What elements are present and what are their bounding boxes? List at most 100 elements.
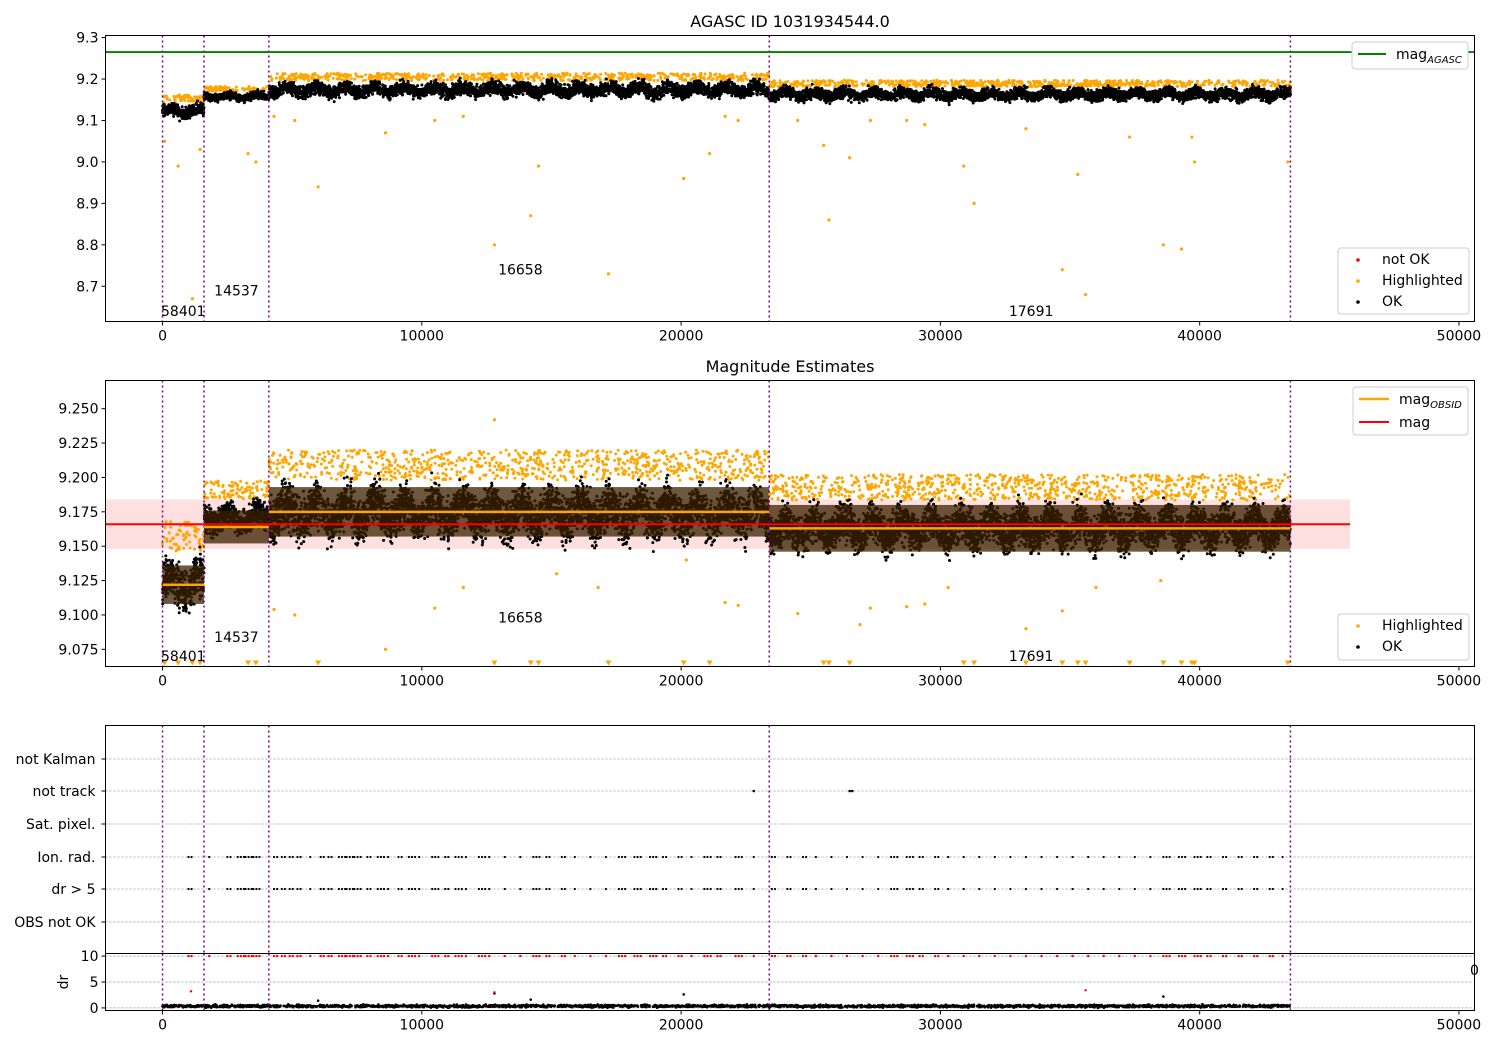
ok-point xyxy=(416,96,420,100)
ok-point xyxy=(244,96,248,100)
ok-point xyxy=(256,88,260,92)
ok-point xyxy=(219,97,222,101)
ok-point xyxy=(636,77,640,80)
highlighted-point xyxy=(567,78,570,82)
ok-point xyxy=(388,97,392,101)
ok-point xyxy=(567,94,571,98)
ok-point xyxy=(465,91,469,95)
ok-point xyxy=(347,90,351,94)
ok-point xyxy=(273,95,277,99)
highlighted-point xyxy=(604,72,608,75)
highlighted-point xyxy=(288,75,292,79)
ok-point xyxy=(320,81,324,85)
highlighted-point xyxy=(574,73,578,77)
highlighted-point xyxy=(524,73,528,77)
ok-point xyxy=(235,95,239,99)
highlighted-point xyxy=(470,77,474,81)
highlighted-point xyxy=(313,72,317,76)
highlighted-point xyxy=(710,78,714,82)
highlighted-point xyxy=(369,74,373,78)
highlighted-point xyxy=(660,72,664,75)
ok-point xyxy=(714,85,718,89)
highlighted-point xyxy=(450,77,454,81)
highlighted-point xyxy=(629,72,632,76)
highlighted-point xyxy=(432,74,436,78)
highlighted-point xyxy=(193,95,197,99)
highlighted-point xyxy=(332,72,336,76)
ok-point xyxy=(496,84,500,88)
highlighted-point xyxy=(367,77,371,81)
ok-point xyxy=(411,97,415,101)
highlighted-point xyxy=(187,93,191,97)
highlighted-point xyxy=(172,94,176,98)
ok-point xyxy=(604,94,608,98)
ok-point xyxy=(210,94,214,98)
ok-point xyxy=(308,94,312,98)
highlighted-point xyxy=(579,77,583,81)
highlighted-point xyxy=(282,77,286,81)
ok-point xyxy=(185,108,189,112)
highlighted-point xyxy=(472,78,476,82)
highlighted-point xyxy=(726,74,730,78)
ok-point xyxy=(172,114,176,118)
highlighted-point xyxy=(598,78,602,82)
ok-point xyxy=(285,91,289,94)
highlighted-point xyxy=(207,89,211,93)
ok-point xyxy=(623,92,627,96)
highlighted-point xyxy=(180,95,183,99)
ok-point xyxy=(190,108,194,112)
highlighted-point xyxy=(529,75,533,79)
highlighted-point xyxy=(627,76,631,80)
ok-point xyxy=(512,78,516,82)
ok-point xyxy=(180,105,184,109)
highlighted-point xyxy=(342,74,346,77)
ok-point xyxy=(566,83,570,87)
highlighted-point xyxy=(324,75,328,79)
highlighted-point xyxy=(186,99,190,103)
ok-point xyxy=(718,85,722,89)
ok-point xyxy=(262,89,266,93)
ok-point xyxy=(745,93,749,96)
highlighted-point xyxy=(703,72,707,76)
ok-point xyxy=(660,80,664,84)
highlighted-point xyxy=(637,73,641,77)
highlighted-point xyxy=(400,73,404,77)
highlighted-point xyxy=(186,96,190,100)
ok-point xyxy=(521,93,525,96)
highlighted-point xyxy=(649,78,653,81)
ok-point xyxy=(506,96,510,100)
highlighted-point xyxy=(526,76,530,80)
highlighted-point xyxy=(669,72,673,76)
ok-point xyxy=(688,86,692,90)
ok-point xyxy=(327,98,331,102)
highlighted-point xyxy=(559,76,562,80)
ok-point xyxy=(544,91,548,95)
highlighted-point xyxy=(359,75,363,79)
ok-point xyxy=(663,81,667,85)
highlighted-point xyxy=(441,79,445,82)
ok-point xyxy=(192,113,196,116)
highlighted-point xyxy=(685,74,689,78)
ok-point xyxy=(393,83,397,87)
highlighted-point xyxy=(424,77,428,81)
highlighted-point xyxy=(519,75,522,79)
ok-point xyxy=(319,92,323,95)
highlighted-point xyxy=(708,71,712,75)
highlighted-point xyxy=(195,95,199,99)
ok-point xyxy=(692,90,695,94)
highlighted-point xyxy=(364,73,368,77)
highlighted-point xyxy=(305,73,309,77)
highlighted-point xyxy=(224,87,227,91)
highlighted-point xyxy=(608,75,612,79)
highlighted-point xyxy=(548,73,552,77)
highlighted-point xyxy=(278,78,282,82)
highlighted-point xyxy=(203,86,207,90)
ok-point xyxy=(642,91,646,95)
ok-point xyxy=(514,95,518,99)
ok-point xyxy=(166,112,170,116)
ok-point xyxy=(181,112,185,116)
highlighted-point xyxy=(708,75,712,78)
ok-point xyxy=(231,93,235,97)
ok-point xyxy=(511,94,515,98)
